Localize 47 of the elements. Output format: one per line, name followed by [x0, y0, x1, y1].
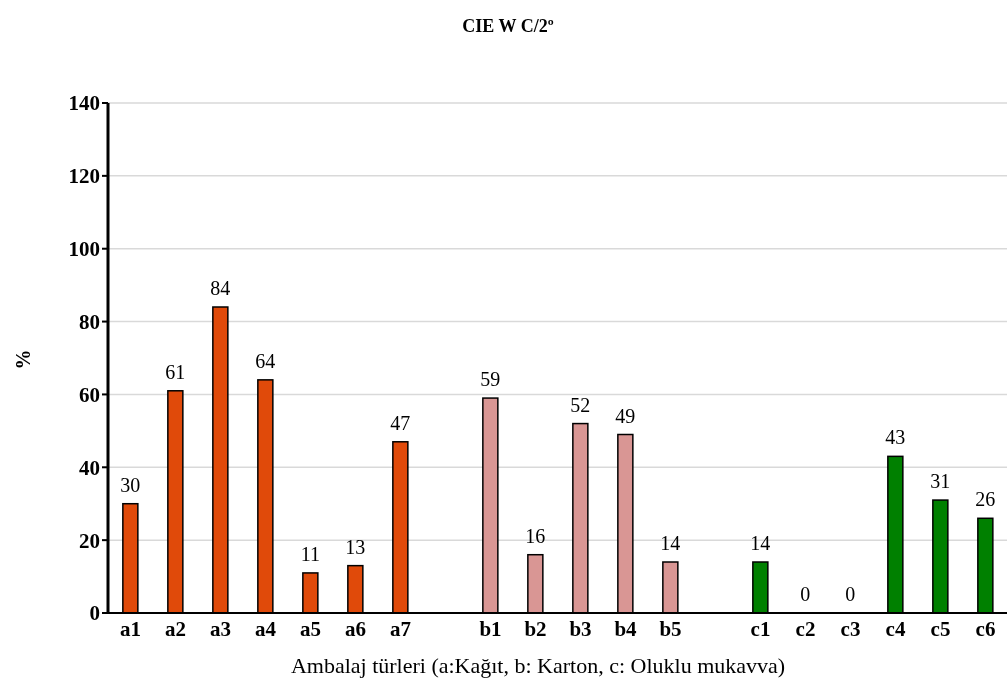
y-tick-label: 100	[68, 237, 100, 262]
data-label: 16	[525, 524, 546, 547]
data-label: 61	[165, 360, 186, 383]
x-axis-title: Ambalaj türleri (a:Kağıt, b: Karton, c: Oluklu mukavva)	[289, 653, 787, 679]
data-label: 14	[750, 532, 771, 554]
x-tick-label: c5	[930, 616, 951, 641]
x-tick-label: a3	[210, 616, 231, 641]
data-label: 11	[300, 542, 320, 565]
y-tick-label: 120	[68, 164, 100, 189]
x-tick-label: c1	[750, 616, 771, 641]
chart-title: CIE W C/2º	[461, 16, 555, 37]
data-label: 26	[975, 488, 996, 511]
x-tick-label: a7	[390, 616, 411, 641]
x-tick-label: c2	[795, 616, 816, 641]
x-tick-label: c6	[975, 616, 996, 641]
data-label: 0	[800, 583, 811, 605]
data-label: 47	[390, 411, 411, 434]
data-label: 59	[480, 368, 501, 391]
data-label: 43	[885, 426, 906, 449]
x-tick-label: a1	[120, 616, 141, 641]
data-label: 31	[930, 470, 951, 493]
data-label: 64	[255, 349, 276, 372]
x-tick-label: b1	[479, 616, 502, 641]
x-tick-label: b5	[659, 616, 682, 641]
y-tick-label: 60	[79, 382, 100, 407]
y-tick-label: 0	[89, 601, 100, 626]
x-tick-label: b4	[614, 616, 638, 641]
y-axis-title: %	[11, 348, 35, 372]
x-tick-label: a6	[345, 616, 366, 641]
y-tick-label: 20	[79, 528, 100, 553]
x-tick-label: a4	[255, 616, 277, 641]
x-tick-label: c3	[840, 616, 861, 641]
data-label: 30	[120, 473, 141, 496]
y-tick-label: 40	[79, 455, 100, 480]
x-tick-label: a2	[165, 616, 186, 641]
x-tick-label: c4	[885, 616, 906, 641]
y-tick-label: 80	[79, 310, 100, 335]
data-label: 13	[345, 535, 366, 558]
y-tick-label: 140	[68, 91, 100, 116]
data-label: 49	[615, 404, 636, 427]
data-label: 84	[210, 277, 231, 299]
data-label: 14	[660, 532, 681, 554]
x-tick-label: a5	[300, 616, 321, 641]
data-label: 52	[570, 393, 591, 416]
data-label: 0	[845, 583, 856, 605]
x-tick-label: b2	[524, 616, 547, 641]
x-tick-label: b3	[569, 616, 592, 641]
